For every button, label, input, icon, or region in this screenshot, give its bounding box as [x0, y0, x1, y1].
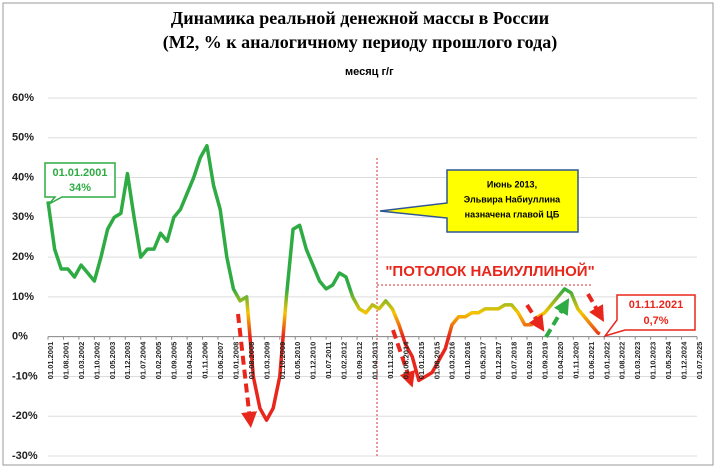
x-tick-label: 01.10.2016 [463, 342, 472, 380]
x-tick-label: 01.11.2006 [201, 342, 210, 379]
x-tick-label: 01.06.2007 [216, 342, 225, 380]
x-tick-label: 01.04.2006 [185, 342, 194, 380]
x-tick-label: 01.03.2002 [77, 342, 86, 380]
x-tick-label: 01.01.2015 [417, 342, 426, 380]
y-tick-label: 10% [12, 291, 34, 303]
y-tick-label: 0% [12, 331, 28, 343]
note: Июнь 2013, Эльвира Набиуллина назначена … [379, 169, 579, 233]
x-tick-label: 01.08.2008 [247, 342, 256, 380]
x-tick-label: 01.05.2024 [664, 341, 673, 379]
note-text: Эльвира Набиуллина [464, 194, 561, 204]
x-tick-label: 01.05.2010 [293, 342, 302, 380]
x-tick-label: 01.08.2015 [432, 342, 441, 380]
x-tick-label: 01.03.2023 [633, 342, 642, 380]
x-tick-label: 01.12.2010 [309, 342, 318, 380]
x-tick-label: 01.02.2019 [525, 342, 534, 380]
ceiling-label: "ПОТОЛОК НАБИУЛЛИНОЙ" [385, 262, 594, 280]
callout-box [603, 294, 696, 338]
callout-end: 01.11.2021 0,7% [603, 294, 696, 338]
note-text: Июнь 2013, [487, 179, 537, 189]
y-tick-label: 40% [12, 171, 34, 183]
note-box [379, 169, 579, 233]
x-tick-label: 01.07.2004 [139, 341, 148, 379]
plot [46, 143, 601, 422]
arrow [236, 313, 258, 428]
x-tick-label: 01.04.2020 [556, 342, 565, 380]
y-tick-label: -20% [12, 410, 38, 422]
x-tick-label: 01.09.2012 [355, 342, 364, 380]
x-tick-label: 01.12.2024 [680, 341, 689, 379]
x-tick-label: 01.03.2009 [262, 342, 271, 380]
arrow [544, 298, 570, 339]
x-tick-label: 01.05.2003 [108, 342, 117, 380]
x-tick-label: 01.09.2019 [540, 342, 549, 380]
arrows [236, 293, 604, 428]
x-tick-label: 01.01.2008 [231, 342, 240, 380]
x-tick-label: 01.02.2012 [340, 342, 349, 380]
x-tick-label: 01.02.2005 [154, 342, 163, 380]
frame [2, 2, 714, 466]
x-tick-label: 01.05.2017 [479, 342, 488, 380]
grid [47, 97, 698, 457]
y-tick-label: 50% [12, 132, 34, 144]
x-tick-label: 01.07.2011 [324, 342, 333, 379]
callout-text: 0,7% [643, 315, 668, 327]
legend-label: месяц г/г [345, 66, 394, 78]
x-tick-label: 01.07.2025 [695, 342, 704, 380]
x-tick-label: 01.01.2001 [46, 342, 55, 380]
x-tick-label: 01.03.2016 [448, 342, 457, 380]
x-tick-label: 01.08.2022 [618, 342, 627, 380]
x-tick-label: 01.07.2018 [510, 342, 519, 380]
x-tick-label: 01.10.2002 [92, 342, 101, 380]
x-tick-label: 01.10.2009 [278, 342, 287, 380]
x-tick-label: 01.06.2021 [587, 342, 596, 380]
y-tick-label: -10% [12, 370, 38, 382]
x-tick-label: 01.04.2013 [370, 342, 379, 380]
x-tick-label: 01.06.2014 [401, 341, 410, 379]
data-line [46, 143, 601, 422]
callout-start: 01.01.2001 34% [44, 162, 116, 205]
note-text: назначена главой ЦБ [465, 209, 560, 219]
x-tick-label: 01.11.2013 [386, 342, 395, 379]
x-tick-label: 01.11.2020 [571, 342, 580, 379]
callout-text: 01.11.2021 [629, 299, 683, 311]
y-tick-label: 30% [12, 211, 34, 223]
arrow [586, 293, 604, 322]
arrow [391, 329, 415, 388]
y-tick-label: -30% [12, 450, 38, 462]
x-tick-label: 01.08.2001 [61, 342, 70, 380]
callout-text: 34% [69, 182, 91, 194]
x-tick-label: 01.12.2017 [494, 342, 503, 380]
y-tick-label: 60% [12, 92, 34, 104]
x-tick-label: 01.12.2003 [123, 342, 132, 380]
x-tick-label: 01.10.2023 [649, 342, 658, 380]
chart-subtitle: (М2, % к аналогичному периоду прошлого г… [163, 32, 558, 53]
y-tick-label: 20% [12, 251, 34, 263]
arrow [525, 303, 545, 332]
x-tick-label: 01.09.2005 [170, 342, 179, 380]
x-tick-label: 01.01.2022 [602, 342, 611, 380]
chart-title: Динамика реальной денежной массы в Росси… [171, 8, 549, 28]
callout-box [44, 162, 116, 205]
callout-text: 01.01.2001 [52, 167, 107, 179]
